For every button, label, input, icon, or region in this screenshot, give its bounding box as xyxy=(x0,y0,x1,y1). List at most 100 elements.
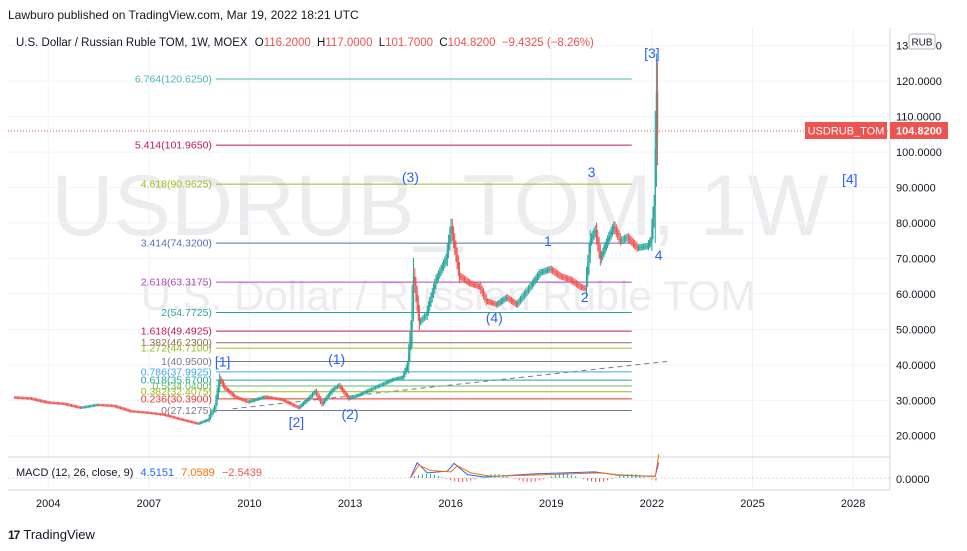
candle-body xyxy=(636,246,638,248)
candle-body xyxy=(508,298,510,300)
candle-body xyxy=(425,315,427,317)
candle-body xyxy=(334,388,336,390)
candle-body xyxy=(168,415,171,417)
candle-body xyxy=(277,398,279,400)
candle-body xyxy=(504,298,506,300)
candle-body xyxy=(555,272,557,274)
candle-body xyxy=(116,406,118,408)
candle-body xyxy=(410,329,412,342)
candle-body xyxy=(485,298,487,301)
candle-body xyxy=(451,226,453,234)
candle-body xyxy=(354,396,356,398)
candle-body xyxy=(465,279,467,281)
time-axis[interactable]: 2004 2007 2010 2013 2016 2019 2022 2025 2028 xyxy=(36,498,865,510)
fib-level-label: 0.5(34.0400) xyxy=(152,380,212,392)
candle-body xyxy=(423,316,426,319)
candle-body xyxy=(190,421,193,423)
wave-label: 1 xyxy=(544,233,552,249)
tradingview-brand[interactable]: 17 TradingView xyxy=(8,527,95,542)
candle-body xyxy=(527,288,530,291)
candle-body xyxy=(613,226,615,230)
candle-body xyxy=(85,406,87,408)
y-tick-label: 50.0000 xyxy=(896,324,936,336)
candle-body xyxy=(123,408,125,410)
candle-body xyxy=(603,249,605,253)
y-tick-label: 80.0000 xyxy=(896,218,936,230)
candle-body xyxy=(631,241,633,243)
candle-body xyxy=(94,405,96,407)
price-label-symbol: USDRUB_TOM xyxy=(808,126,885,138)
candle-body xyxy=(579,285,581,287)
candle-body xyxy=(635,245,637,247)
price-series xyxy=(14,53,659,425)
candle-body xyxy=(77,406,79,408)
candle-body xyxy=(405,367,407,372)
candle-body xyxy=(460,276,462,278)
candle-body xyxy=(517,302,519,305)
candle-body xyxy=(454,240,456,248)
x-tick-label: 2013 xyxy=(338,498,362,510)
candle-body xyxy=(51,402,53,404)
candle-body xyxy=(578,285,580,286)
wave-label: (4) xyxy=(486,309,503,325)
candle-body xyxy=(330,392,332,394)
candle-body xyxy=(254,400,256,401)
candle-body xyxy=(632,242,635,244)
candle-body xyxy=(184,420,186,421)
close-label: C xyxy=(439,37,447,49)
candle-body xyxy=(213,407,216,410)
candle-body xyxy=(629,238,631,240)
candle-body xyxy=(499,301,501,303)
candle-body xyxy=(159,414,162,415)
candle-body xyxy=(69,405,71,406)
candle-body xyxy=(66,404,69,406)
candle-body xyxy=(595,230,598,238)
candle-body xyxy=(286,401,288,403)
candle-body xyxy=(273,398,275,399)
low-value: 101.7000 xyxy=(385,37,433,49)
fib-level-label: 2(54.7725) xyxy=(161,307,212,319)
y-tick-label: 20.0000 xyxy=(896,431,936,443)
candle-body xyxy=(360,393,362,395)
candle-body xyxy=(15,397,17,399)
candle-body xyxy=(302,403,305,405)
price-axis[interactable]: 130.0000120.0000110.0000100.000090.00008… xyxy=(896,41,942,443)
candle-body xyxy=(108,405,110,407)
candle-body xyxy=(307,398,310,400)
candle-body xyxy=(287,402,289,403)
symbol-legend[interactable]: U.S. Dollar / Russian Ruble TOM, 1W, MOE… xyxy=(16,37,594,49)
wave-label: (2) xyxy=(342,406,359,422)
candle-body xyxy=(282,399,284,401)
macd-legend[interactable]: MACD (12, 26, close, 9) 4.5151 7.0589 −2… xyxy=(16,467,262,479)
candle-body xyxy=(422,318,424,320)
candle-body xyxy=(409,341,411,353)
candle-body xyxy=(653,205,655,218)
candle-body xyxy=(457,262,459,270)
currency-badge[interactable]: RUB xyxy=(911,38,932,49)
candle-body xyxy=(640,247,642,248)
x-tick-label: 2025 xyxy=(740,498,764,510)
wave-label: 2 xyxy=(581,289,589,305)
macd-axis-label: 0.0000 xyxy=(896,474,930,486)
candle-body xyxy=(490,302,492,304)
candle-body xyxy=(430,297,432,302)
candle-body xyxy=(523,293,526,296)
candle-body xyxy=(341,388,344,391)
candle-body xyxy=(135,411,137,413)
candle-body xyxy=(145,412,147,414)
candle-body xyxy=(509,299,511,301)
candle-body xyxy=(381,384,383,386)
candle-body xyxy=(611,229,614,232)
candle-body xyxy=(229,391,231,393)
candle-body xyxy=(608,237,610,241)
candle-body xyxy=(283,400,285,401)
candle-body xyxy=(489,301,491,303)
candle-body xyxy=(401,377,404,379)
currency-badge-bg[interactable] xyxy=(908,33,936,50)
candle-body xyxy=(269,397,271,399)
candle-body xyxy=(326,397,328,399)
candle-body xyxy=(649,242,651,245)
candle-body xyxy=(16,397,18,399)
candle-body xyxy=(235,396,237,398)
